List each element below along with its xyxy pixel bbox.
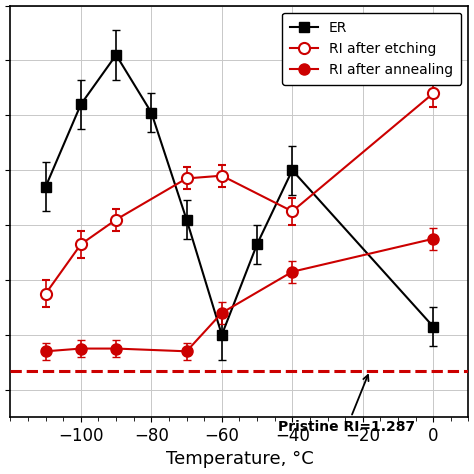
Text: Pristine RI=1.287: Pristine RI=1.287 (278, 375, 416, 434)
Legend: ER, RI after etching, RI after annealing: ER, RI after etching, RI after annealing (282, 12, 462, 85)
X-axis label: Temperature, °C: Temperature, °C (165, 450, 313, 468)
